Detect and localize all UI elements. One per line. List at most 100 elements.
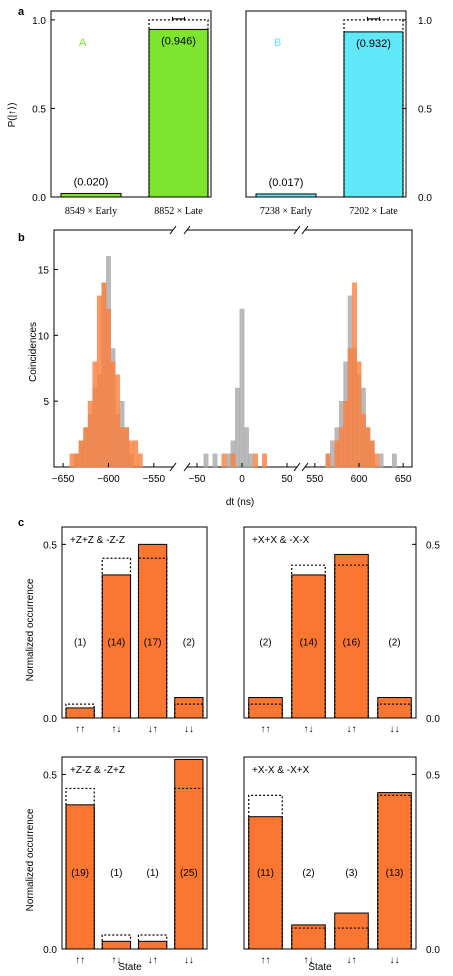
- category-label: ↑↑: [261, 724, 271, 735]
- x-tick-label: −650: [52, 474, 75, 485]
- count-label: (14): [107, 637, 125, 648]
- value-label: (0.946): [161, 35, 196, 47]
- axis-break-mark: [293, 462, 301, 472]
- y-tick-label: 0.0: [426, 714, 440, 725]
- ideal-outline: [174, 703, 204, 718]
- y-tick-label: 5: [43, 397, 49, 408]
- count-label: (2): [259, 637, 271, 648]
- histogram-bar-gray: [203, 453, 209, 468]
- category-label: ↑↓: [304, 955, 314, 966]
- histogram-bar-orange: [253, 453, 258, 468]
- category-label: 8549 × Early: [65, 206, 117, 217]
- count-label: (19): [71, 868, 89, 879]
- histogram-bar-orange: [338, 427, 344, 468]
- histogram-bar-orange: [221, 453, 227, 468]
- axis-break-mark: [301, 462, 309, 472]
- histogram-bar-orange: [334, 440, 340, 468]
- category-label: ↓↑: [347, 724, 357, 735]
- panel-c-ylabel-bottom: Normalized occurrence: [25, 808, 36, 911]
- bar: [334, 553, 369, 719]
- ideal-outline: [148, 19, 209, 197]
- x-tick-label: −50: [189, 474, 206, 485]
- ideal-outline: [101, 934, 132, 949]
- count-label: (2): [183, 637, 195, 648]
- histogram-bar-orange: [369, 440, 375, 468]
- ideal-outline: [334, 927, 369, 949]
- plot-frame: [245, 10, 407, 198]
- ideal-outline: [137, 934, 168, 949]
- axis-break-mark: [293, 225, 301, 235]
- bar: [60, 192, 122, 198]
- histogram-bar-orange: [361, 414, 366, 468]
- panel-c-xlabel-right: State: [308, 962, 332, 973]
- y-tick-label: 0.0: [43, 714, 57, 725]
- category-label: ↓↑: [347, 955, 357, 966]
- category-label: ↓↓: [390, 955, 400, 966]
- bar: [343, 31, 404, 198]
- count-label: (2): [302, 868, 314, 879]
- value-label: (0.020): [74, 176, 109, 188]
- category-label: ↓↓: [390, 724, 400, 735]
- ideal-outline: [291, 564, 326, 718]
- value-label: (0.017): [269, 177, 304, 189]
- category-label: ↑↓: [111, 724, 121, 735]
- value-label: (0.932): [356, 38, 391, 50]
- histogram-bar-orange: [230, 453, 236, 468]
- ideal-outline: [101, 557, 132, 718]
- count-label: (25): [180, 868, 198, 879]
- histogram-bar-orange: [96, 295, 102, 468]
- count-label: (2): [388, 637, 400, 648]
- ideal-outline: [377, 794, 412, 949]
- histogram-bar-orange: [374, 453, 380, 468]
- histogram-bar-gray: [330, 440, 335, 468]
- histogram-bar-orange: [347, 348, 353, 468]
- bar: [137, 543, 168, 719]
- ideal-outline: [174, 787, 204, 949]
- histogram-bar-orange: [69, 453, 75, 468]
- histogram-bar-gray: [244, 427, 249, 468]
- bar: [174, 697, 204, 719]
- histogram-bar-orange: [128, 440, 134, 468]
- count-label: (14): [300, 637, 318, 648]
- bar: [255, 193, 317, 198]
- category-label: 8852 × Late: [154, 206, 203, 217]
- y-tick-label: 10: [38, 331, 50, 342]
- histogram-bar-orange: [343, 401, 349, 468]
- histogram-bar-orange: [133, 440, 139, 468]
- axis-break-gap: [297, 464, 305, 470]
- category-label: ↓↓: [184, 955, 194, 966]
- category-label: ↓↑: [148, 724, 158, 735]
- bar: [291, 574, 326, 719]
- histogram-bar-orange: [352, 282, 357, 468]
- bar: [377, 792, 412, 950]
- bar: [137, 940, 168, 950]
- category-label: ↑↓: [304, 724, 314, 735]
- x-tick-label: 50: [281, 474, 293, 485]
- panel-label-a: a: [18, 6, 25, 18]
- count-label: (3): [345, 868, 357, 879]
- y-tick-label: 15: [38, 266, 50, 277]
- panel-b-xlabel: dt (ns): [226, 497, 254, 508]
- category-label: ↓↑: [148, 955, 158, 966]
- histogram-bar-gray: [235, 387, 240, 468]
- panel-label-c: c: [18, 517, 24, 529]
- plot-frame: [61, 526, 208, 719]
- axis-break-mark: [301, 225, 309, 235]
- histogram-bar-orange: [110, 361, 116, 468]
- y-tick-label: 0.5: [43, 540, 57, 551]
- count-label: (1): [110, 868, 122, 879]
- histogram-bar-gray: [239, 308, 245, 468]
- count-label: (16): [343, 637, 361, 648]
- x-tick-label: 550: [306, 474, 323, 485]
- axis-break-mark: [183, 225, 191, 235]
- bar: [248, 697, 283, 719]
- y-tick-label: 0.0: [426, 945, 440, 956]
- x-tick-label: 600: [351, 474, 368, 485]
- ideal-outline: [65, 787, 95, 949]
- axis-break-gap: [173, 464, 187, 470]
- plot-frame: [243, 526, 417, 719]
- y-tick-label: 0.5: [426, 540, 440, 551]
- histogram-bar-orange: [325, 453, 331, 468]
- axis-break-mark: [169, 225, 177, 235]
